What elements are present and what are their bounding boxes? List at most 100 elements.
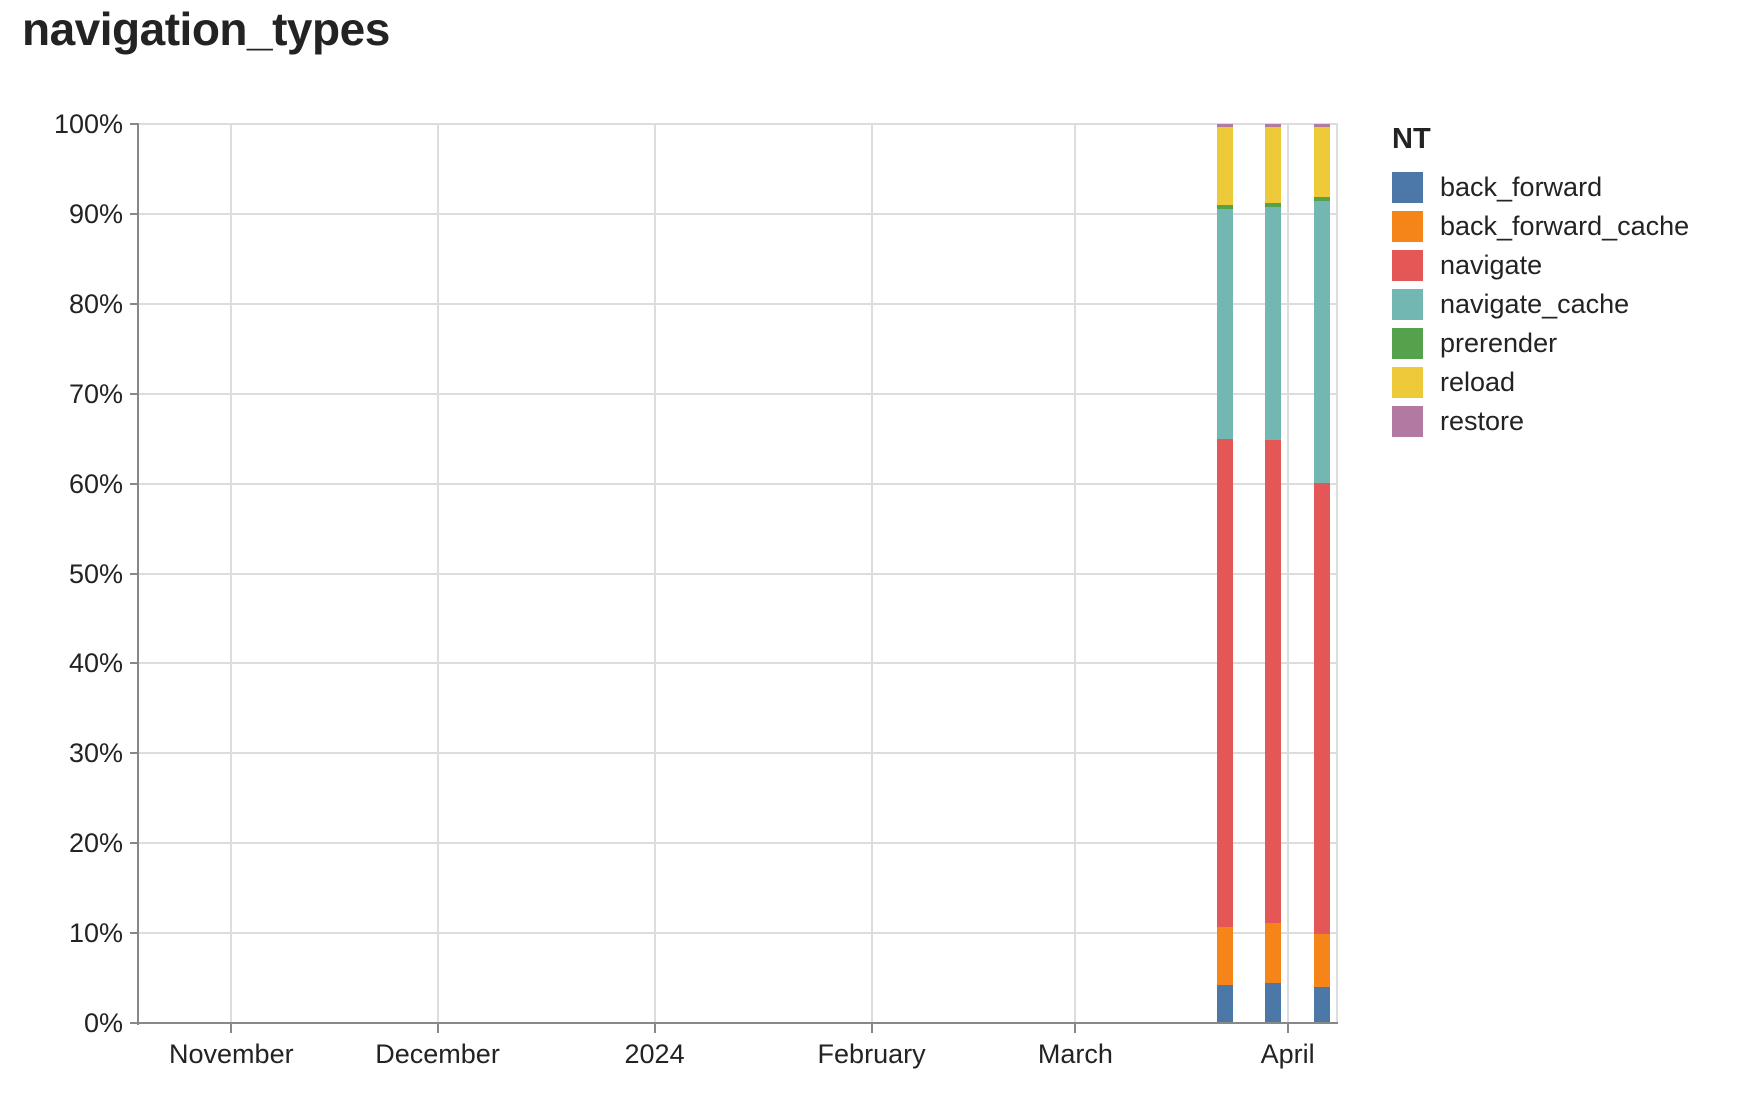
bar-segment-navigate	[1265, 440, 1282, 924]
legend-entry-prerender: prerender	[1392, 328, 1692, 359]
x-axis-label: February	[817, 1039, 926, 1069]
bar-segment-reload	[1217, 126, 1234, 205]
bar-segment-restore	[1265, 124, 1282, 127]
y-axis-label: 100%	[53, 109, 123, 139]
y-gridline	[139, 302, 1338, 305]
bar-segment-back_forward_cache	[1314, 934, 1331, 988]
y-gridline	[139, 123, 1338, 125]
y-axis-label: 30%	[68, 738, 123, 769]
y-gridline	[139, 212, 1338, 215]
y-tick	[130, 123, 139, 125]
stacked-bar-2	[1265, 124, 1282, 1023]
y-gridline	[139, 662, 1338, 665]
bar-segment-prerender	[1265, 203, 1282, 207]
legend-label-back_forward: back_forward	[1440, 172, 1603, 202]
bar-segment-navigate_cache	[1265, 206, 1282, 441]
legend-title: NT	[1392, 123, 1431, 155]
y-gridline	[139, 572, 1338, 575]
y-tick	[130, 1022, 139, 1024]
legend-label-restore: restore	[1440, 406, 1525, 436]
y-gridline	[139, 842, 1338, 845]
x-gridline	[230, 124, 233, 1023]
y-axis-label: 0%	[83, 1008, 123, 1038]
y-tick	[130, 842, 139, 845]
y-axis-domain-line	[137, 124, 139, 1025]
x-gridline-right-edge	[1336, 124, 1338, 1023]
x-tick	[436, 1023, 439, 1033]
y-tick	[130, 662, 139, 665]
bar-segment-prerender	[1217, 204, 1234, 209]
legend-entry-reload: reload	[1392, 367, 1692, 398]
stacked-bar-3	[1314, 124, 1331, 1023]
y-gridline	[139, 482, 1338, 485]
y-axis-label: 80%	[68, 288, 123, 319]
bar-segment-back_forward	[1265, 983, 1282, 1023]
y-gridline	[139, 932, 1338, 935]
x-axis-label: March	[1037, 1039, 1113, 1069]
y-gridline	[139, 752, 1338, 755]
x-gridline	[870, 124, 873, 1023]
bar-segment-reload	[1314, 126, 1331, 197]
legend-label-navigate_cache: navigate_cache	[1440, 289, 1630, 319]
plot-area	[139, 123, 1338, 1023]
y-gridline	[139, 392, 1338, 395]
y-tick	[130, 212, 139, 215]
legend-label-back_forward_cache: back_forward_cache	[1440, 211, 1690, 241]
y-axis-label: 40%	[68, 648, 123, 679]
x-gridline	[436, 124, 439, 1023]
y-axis-label: 90%	[68, 198, 123, 229]
bar-segment-navigate_cache	[1314, 201, 1331, 483]
x-gridline	[1286, 124, 1289, 1023]
x-axis-label: 2024	[624, 1039, 685, 1069]
y-axis-label: 10%	[68, 918, 123, 949]
bar-segment-navigate	[1314, 482, 1331, 934]
bar-segment-back_forward	[1217, 985, 1234, 1023]
y-tick	[130, 752, 139, 755]
x-tick	[1286, 1023, 1289, 1033]
legend-entry-restore: restore	[1392, 406, 1692, 437]
legend-swatch-restore	[1392, 406, 1423, 437]
legend-label-navigate: navigate	[1440, 250, 1543, 280]
bar-segment-restore	[1217, 124, 1234, 127]
chart-title: navigation_types	[22, 3, 390, 55]
bar-segment-navigate	[1217, 438, 1234, 927]
legend-label-prerender: prerender	[1440, 328, 1558, 358]
stacked-bar-1	[1217, 124, 1234, 1023]
x-tick	[230, 1023, 233, 1033]
x-axis-label: April	[1260, 1039, 1315, 1069]
legend-swatch-back_forward_cache	[1392, 211, 1423, 242]
legend-swatch-navigate_cache	[1392, 289, 1423, 320]
y-tick	[130, 932, 139, 935]
bar-segment-back_forward	[1314, 987, 1331, 1023]
x-tick	[1074, 1023, 1077, 1033]
legend-swatch-back_forward	[1392, 172, 1423, 203]
legend-swatch-prerender	[1392, 328, 1423, 359]
legend-label-reload: reload	[1440, 367, 1516, 397]
x-tick	[870, 1023, 873, 1033]
y-axis-label: 50%	[68, 558, 123, 589]
y-axis-label: 60%	[68, 468, 123, 499]
bar-segment-back_forward_cache	[1217, 926, 1234, 986]
x-gridline	[1074, 124, 1077, 1023]
legend-swatch-reload	[1392, 367, 1423, 398]
bar-segment-navigate_cache	[1217, 208, 1234, 439]
legend-entry-navigate: navigate	[1392, 250, 1692, 281]
legend-entry-navigate_cache: navigate_cache	[1392, 289, 1692, 320]
x-axis-label: December	[375, 1039, 500, 1069]
x-gridline	[653, 124, 656, 1023]
legend-entry-back_forward_cache: back_forward_cache	[1392, 211, 1692, 242]
legend-swatch-navigate	[1392, 250, 1423, 281]
x-tick	[653, 1023, 656, 1033]
bar-segment-prerender	[1314, 196, 1331, 202]
y-axis-label: 20%	[68, 828, 123, 859]
bar-segment-restore	[1314, 124, 1331, 127]
x-axis-label: November	[169, 1039, 294, 1069]
x-axis-domain-line	[130, 1022, 1338, 1024]
y-axis-label: 70%	[68, 378, 123, 409]
bar-segment-back_forward_cache	[1265, 923, 1282, 984]
y-tick	[130, 302, 139, 305]
y-tick	[130, 572, 139, 575]
bar-segment-reload	[1265, 126, 1282, 204]
legend-entry-back_forward: back_forward	[1392, 172, 1692, 203]
